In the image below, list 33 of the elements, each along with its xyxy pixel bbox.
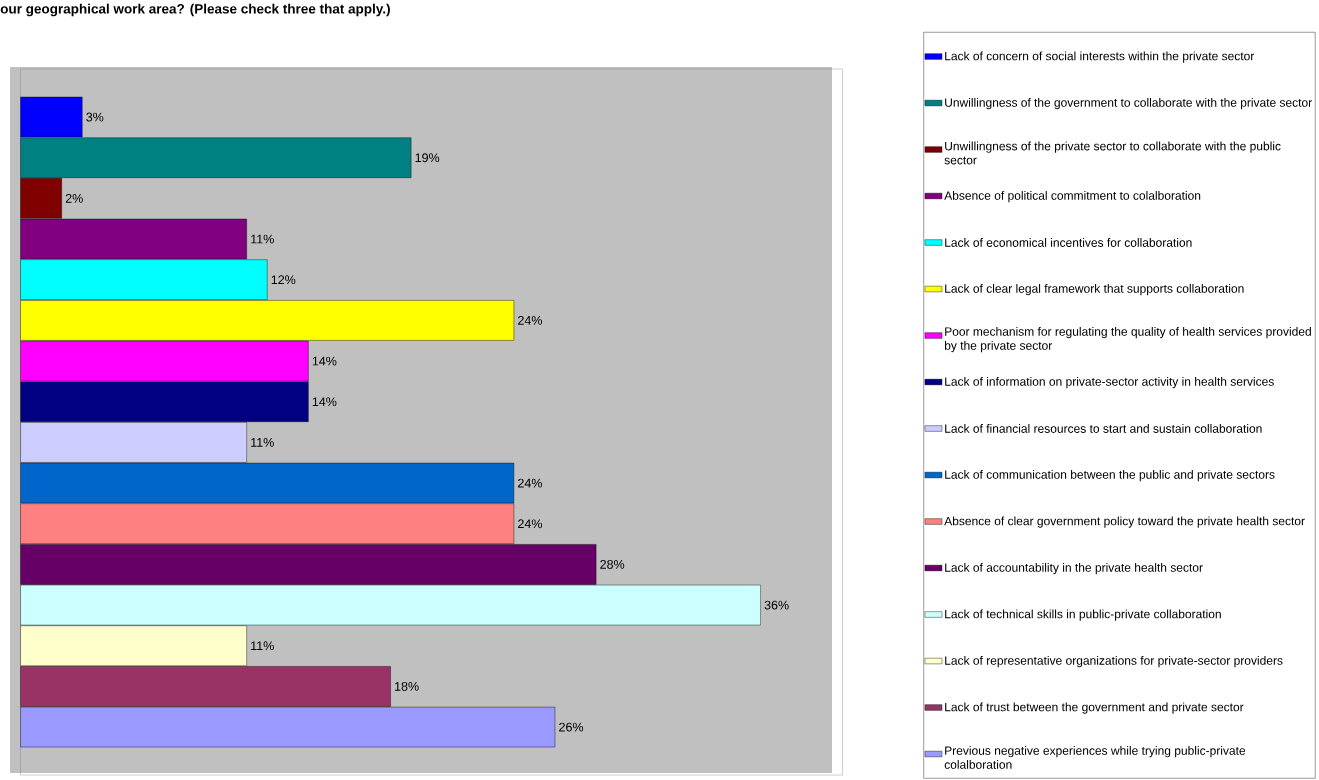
- legend-label: Lack of communication between the public and private sectors: [945, 469, 1275, 482]
- data-label: 26%: [559, 722, 584, 732]
- legend-label: Absence of political commitment to colalboration: [944, 190, 1201, 203]
- legend-label: Lack of concern of social interests within the private sector: [945, 51, 1255, 63]
- legend-label: Poor mechanism for regulating the quality of health services provided by the private sector: [944, 326, 1311, 353]
- chart-title: our geographical work area? (Please check three that apply.): [0, 3, 390, 17]
- legend-label: Absence of clear government policy toward the private health sector: [944, 516, 1305, 528]
- data-label: 36%: [764, 600, 789, 610]
- data-label: 14%: [312, 397, 337, 407]
- data-label: 11%: [251, 234, 274, 244]
- data-label: 24%: [518, 478, 542, 488]
- data-label: 12%: [271, 275, 296, 285]
- legend-label: Unwillingness of the private sector to collaborate with the public sector: [944, 141, 1281, 165]
- legend-label: Lack of financial resources to start and sustain collaboration: [945, 424, 1262, 433]
- legend-label: Lack of representative organizations for private-sector providers: [945, 655, 1283, 668]
- data-label: 24%: [518, 519, 542, 529]
- data-label: 24%: [518, 315, 542, 325]
- legend-label: Lack of information on private-sector activity in health services: [945, 376, 1274, 389]
- legend-label: Lack of accountability in the private health sector: [945, 562, 1203, 575]
- legend-label: Lack of economical incentives for collaboration: [945, 238, 1192, 247]
- legend-label: Unwillingness of the government to collaborate with the private sector: [945, 97, 1312, 110]
- data-label: 18%: [395, 682, 419, 691]
- data-label: 14%: [312, 356, 337, 366]
- legend-label: Previous negative experiences while trying public-private colalboration: [944, 746, 1246, 769]
- legend-label: Lack of trust between the government and private sector: [945, 702, 1244, 714]
- data-label: 11%: [251, 438, 274, 447]
- legend-label: Lack of technical skills in public-private collaboration: [945, 609, 1221, 621]
- data-label: 3%: [86, 112, 104, 122]
- data-label: 2%: [65, 193, 83, 203]
- data-label: 28%: [600, 559, 625, 569]
- data-label: 11%: [251, 641, 274, 651]
- legend-label: Lack of clear legal framework that supports collaboration: [945, 283, 1244, 296]
- data-label: 19%: [415, 153, 440, 163]
